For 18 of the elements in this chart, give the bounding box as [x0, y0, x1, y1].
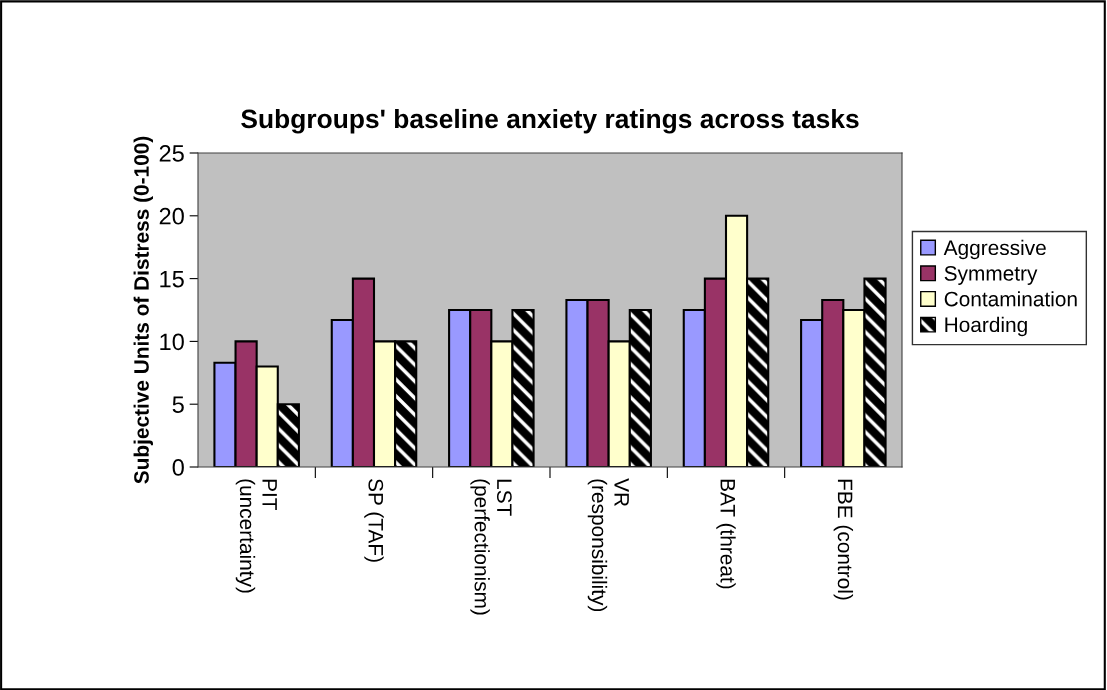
x-tick-label: VR (responsibility) [587, 478, 629, 612]
legend-label: Hoarding [945, 316, 1027, 337]
legend-label: Symmetry [944, 266, 1038, 285]
x-tick-label: SP (TAF) [364, 479, 384, 562]
y-tick-label: 15 [160, 270, 184, 288]
chart-title: Subgroups' baseline anxiety ratings across tasks [241, 108, 859, 134]
x-tick-label: BAT (threat) [716, 479, 736, 589]
y-tick-label: 20 [159, 207, 184, 225]
legend-label: Aggressive [943, 239, 1046, 260]
y-tick-label: 5 [172, 396, 184, 413]
legend-label: Contamination [944, 291, 1077, 307]
y-tick-label: 0 [172, 459, 184, 476]
y-tick-label: 25 [159, 145, 184, 162]
x-tick-label: LST (perfectionism) [470, 479, 512, 615]
x-tick-label: FBE (control) [833, 479, 854, 600]
x-tick-label: PIT (uncertainty) [235, 479, 277, 593]
y-axis-title: Subjective Units of Distress (0-100) [133, 136, 153, 484]
y-tick-label: 10 [160, 333, 184, 351]
